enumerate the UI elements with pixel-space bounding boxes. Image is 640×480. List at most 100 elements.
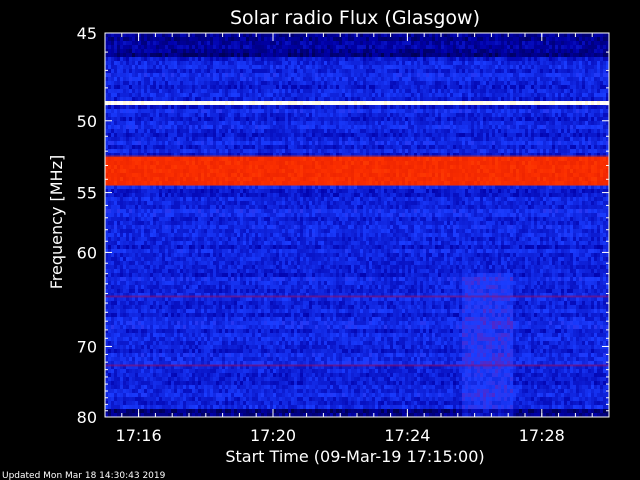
heatmap-cell [210,41,213,45]
heatmap-cell [483,97,486,101]
heatmap-cell [264,117,267,121]
heatmap-cell [552,117,555,121]
heatmap-cell [138,81,141,85]
heatmap-cell [168,89,171,93]
heatmap-cell [513,117,516,121]
heatmap-cell [306,97,309,101]
heatmap-cell [246,121,249,125]
heatmap-cell [597,133,600,137]
heatmap-cell [195,145,198,149]
heatmap-cell [243,61,246,65]
heatmap-cell [183,85,186,89]
heatmap-cell [168,113,171,117]
heatmap-cell [363,41,366,45]
heatmap-cell [393,37,396,41]
heatmap-cell [288,89,291,93]
heatmap-cell [390,137,393,141]
heatmap-cell [195,61,198,65]
heatmap-cell [411,93,414,97]
heatmap-cell [129,141,132,145]
heatmap-cell [327,129,330,133]
heatmap-cell [333,81,336,85]
heatmap-cell [327,45,330,49]
heatmap-cell [603,133,606,137]
heatmap-cell [333,105,336,109]
heatmap-cell [312,89,315,93]
heatmap-cell [321,125,324,129]
heatmap-cell [141,69,144,73]
heatmap-cell [258,85,261,89]
heatmap-cell [276,125,279,129]
heatmap-cell [168,141,171,145]
heatmap-cell [156,81,159,85]
heatmap-cell [297,97,300,101]
heatmap-cell [108,61,111,65]
heatmap-cell [498,53,501,57]
heatmap-cell [453,37,456,41]
heatmap-cell [300,105,303,109]
heatmap-cell [186,93,189,97]
heatmap-cell [498,69,501,73]
heatmap-cell [264,141,267,145]
heatmap-cell [489,73,492,77]
heatmap-cell [393,97,396,101]
heatmap-cell [261,65,264,69]
heatmap-cell [495,49,498,53]
heatmap-cell [159,53,162,57]
heatmap-cell [564,69,567,73]
heatmap-cell [237,125,240,129]
heatmap-cell [411,97,414,101]
heatmap-cell [522,77,525,81]
heatmap-cell [498,117,501,121]
heatmap-cell [120,141,123,145]
heatmap-cell [417,149,420,153]
heatmap-cell [339,121,342,125]
heatmap-cell [291,81,294,85]
heatmap-cell [603,73,606,77]
heatmap-cell [429,33,432,37]
heatmap-cell [438,145,441,149]
heatmap-cell [549,145,552,149]
heatmap-cell [354,85,357,89]
heatmap-cell [423,149,426,153]
heatmap-cell [261,61,264,65]
heatmap-cell [294,37,297,41]
heatmap-cell [183,81,186,85]
heatmap-cell [249,137,252,141]
heatmap-cell [198,41,201,45]
heatmap-cell [573,129,576,133]
heatmap-cell [552,137,555,141]
heatmap-cell [393,145,396,149]
heatmap-cell [480,65,483,69]
heatmap-cell [531,61,534,65]
heatmap-cell [534,129,537,133]
heatmap-cell [387,141,390,145]
heatmap-cell [117,93,120,97]
heatmap-cell [522,73,525,77]
heatmap-cell [249,149,252,153]
heatmap-cell [486,121,489,125]
heatmap-cell [375,89,378,93]
heatmap-cell [456,45,459,49]
heatmap-cell [522,109,525,113]
heatmap-cell [348,57,351,61]
heatmap-cell [324,85,327,89]
heatmap-cell [267,77,270,81]
heatmap-cell [390,61,393,65]
heatmap-cell [450,117,453,121]
heatmap-cell [309,69,312,73]
heatmap-cell [177,33,180,37]
heatmap-cell [357,97,360,101]
heatmap-cell [159,149,162,153]
heatmap-cell [576,81,579,85]
heatmap-cell [333,41,336,45]
heatmap-cell [192,129,195,133]
heatmap-cell [504,49,507,53]
heatmap-cell [171,97,174,101]
heatmap-cell [129,109,132,113]
heatmap-cell [537,65,540,69]
heatmap-cell [510,113,513,117]
heatmap-cell [279,145,282,149]
heatmap-cell [174,41,177,45]
heatmap-cell [300,81,303,85]
